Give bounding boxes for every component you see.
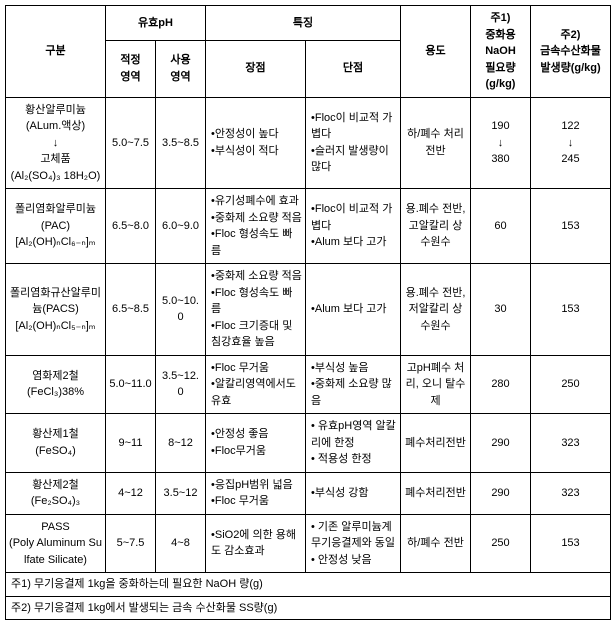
- cell-pros: •안정성 좋음•Floc무거움: [206, 414, 306, 473]
- table-row: 황산제1철(FeSO₄)9~118~12•안정성 좋음•Floc무거움• 유효p…: [6, 414, 611, 473]
- cell-ph-use: 4~8: [156, 514, 206, 573]
- cell-pros: •유기성폐수에 효과•중화제 소요량 적음•Floc 형성속도 빠름: [206, 189, 306, 264]
- cell-cons: •Floc이 비교적 가볍다•Alum 보다 고가: [306, 189, 401, 264]
- cell-cons: • 유효pH영역 알칼리에 한정• 적용성 한정: [306, 414, 401, 473]
- cell-naoh: 290: [471, 414, 531, 473]
- header-ph-group: 유효pH: [106, 6, 206, 41]
- cell-ph-use: 3.5~12.0: [156, 355, 206, 414]
- cell-name: 염화제2철(FeCl₃)38%: [6, 355, 106, 414]
- cell-hyd: 153: [531, 189, 611, 264]
- table-row: 황산알루미늄(ALum.액상)↓고체품(Al₂(SO₄)₃ 18H₂O)5.0~…: [6, 97, 611, 189]
- cell-naoh: 30: [471, 264, 531, 356]
- cell-use: 하/폐수 전반: [401, 514, 471, 573]
- cell-pros: •SiO2에 의한 용해도 감소효과: [206, 514, 306, 573]
- cell-use: 고pH폐수 처리, 오니 탈수제: [401, 355, 471, 414]
- cell-ph-opt: 6.5~8.0: [106, 189, 156, 264]
- cell-pros: •응집pH범위 넓음•Floc 무거움: [206, 472, 306, 514]
- cell-naoh: 250: [471, 514, 531, 573]
- table-row: 황산제2철(Fe₂SO₄)₃4~123.5~12•응집pH범위 넓음•Floc …: [6, 472, 611, 514]
- cell-pros: •중화제 소요량 적음•Floc 형성속도 빠름•Floc 크기증대 및 침강효…: [206, 264, 306, 356]
- header-hydroxide: 주2)금속수산화물발생량(g/kg): [531, 6, 611, 98]
- footnote-2: 주2) 무기응결제 1kg에서 발생되는 금속 수산화물 SS량(g): [6, 596, 611, 620]
- cell-name: PASS(Poly Aluminum Sulfate Silicate): [6, 514, 106, 573]
- cell-hyd: 323: [531, 414, 611, 473]
- coagulant-table: 구분 유효pH 특징 용도 주1)중화용NaOH필요량(g/kg) 주2)금속수…: [5, 5, 611, 620]
- table-row: 폴리염화알루미늄(PAC)[Al₂(OH)ₙCl₆₋ₙ]ₘ6.5~8.06.0~…: [6, 189, 611, 264]
- cell-hyd: 323: [531, 472, 611, 514]
- cell-ph-opt: 9~11: [106, 414, 156, 473]
- cell-hyd: 153: [531, 264, 611, 356]
- cell-cons: • 기존 알루미늄계 무기응결제와 동일• 안정성 낮음: [306, 514, 401, 573]
- cell-ph-opt: 5~7.5: [106, 514, 156, 573]
- footnote-1: 주1) 무기응결제 1kg을 중화하는데 필요한 NaOH 량(g): [6, 573, 611, 597]
- cell-use: 하/폐수 처리 전반: [401, 97, 471, 189]
- header-naoh: 주1)중화용NaOH필요량(g/kg): [471, 6, 531, 98]
- cell-use: 폐수처리전반: [401, 414, 471, 473]
- cell-ph-opt: 5.0~7.5: [106, 97, 156, 189]
- cell-ph-use: 3.5~12: [156, 472, 206, 514]
- cell-hyd: 250: [531, 355, 611, 414]
- cell-naoh: 280: [471, 355, 531, 414]
- cell-use: 용.폐수 전반, 고알칼리 상수원수: [401, 189, 471, 264]
- cell-cons: •Alum 보다 고가: [306, 264, 401, 356]
- cell-hyd: 153: [531, 514, 611, 573]
- cell-cons: •부식성 높음•중화제 소요량 많음: [306, 355, 401, 414]
- header-category: 구분: [6, 6, 106, 98]
- header-cons: 단점: [306, 40, 401, 97]
- table-row: 염화제2철(FeCl₃)38%5.0~11.03.5~12.0•Floc 무거움…: [6, 355, 611, 414]
- cell-name: 황산제2철(Fe₂SO₄)₃: [6, 472, 106, 514]
- cell-ph-opt: 5.0~11.0: [106, 355, 156, 414]
- cell-cons: •Floc이 비교적 가볍다•슬러지 발생량이 많다: [306, 97, 401, 189]
- header-ph-use: 사용영역: [156, 40, 206, 97]
- cell-cons: •부식성 강함: [306, 472, 401, 514]
- cell-naoh: 60: [471, 189, 531, 264]
- table-row: 폴리염화규산알루미늄(PACS)[Al₂(OH)ₙCl₅₋ₙ]ₘ6.5~8.55…: [6, 264, 611, 356]
- cell-name: 폴리염화규산알루미늄(PACS)[Al₂(OH)ₙCl₅₋ₙ]ₘ: [6, 264, 106, 356]
- header-use: 용도: [401, 6, 471, 98]
- cell-hyd: 122↓245: [531, 97, 611, 189]
- header-pros: 장점: [206, 40, 306, 97]
- cell-use: 용.폐수 전반, 저알칼리 상수원수: [401, 264, 471, 356]
- cell-naoh: 290: [471, 472, 531, 514]
- cell-name: 폴리염화알루미늄(PAC)[Al₂(OH)ₙCl₆₋ₙ]ₘ: [6, 189, 106, 264]
- table-row: PASS(Poly Aluminum Sulfate Silicate)5~7.…: [6, 514, 611, 573]
- cell-ph-opt: 6.5~8.5: [106, 264, 156, 356]
- header-feat-group: 특징: [206, 6, 401, 41]
- cell-use: 폐수처리전반: [401, 472, 471, 514]
- cell-pros: •Floc 무거움•알칼리영역에서도 유효: [206, 355, 306, 414]
- cell-naoh: 190↓380: [471, 97, 531, 189]
- cell-ph-use: 8~12: [156, 414, 206, 473]
- cell-ph-use: 5.0~10.0: [156, 264, 206, 356]
- cell-pros: •안정성이 높다•부식성이 적다: [206, 97, 306, 189]
- cell-name: 황산알루미늄(ALum.액상)↓고체품(Al₂(SO₄)₃ 18H₂O): [6, 97, 106, 189]
- cell-ph-use: 3.5~8.5: [156, 97, 206, 189]
- header-ph-optimal: 적정영역: [106, 40, 156, 97]
- cell-ph-opt: 4~12: [106, 472, 156, 514]
- cell-ph-use: 6.0~9.0: [156, 189, 206, 264]
- cell-name: 황산제1철(FeSO₄): [6, 414, 106, 473]
